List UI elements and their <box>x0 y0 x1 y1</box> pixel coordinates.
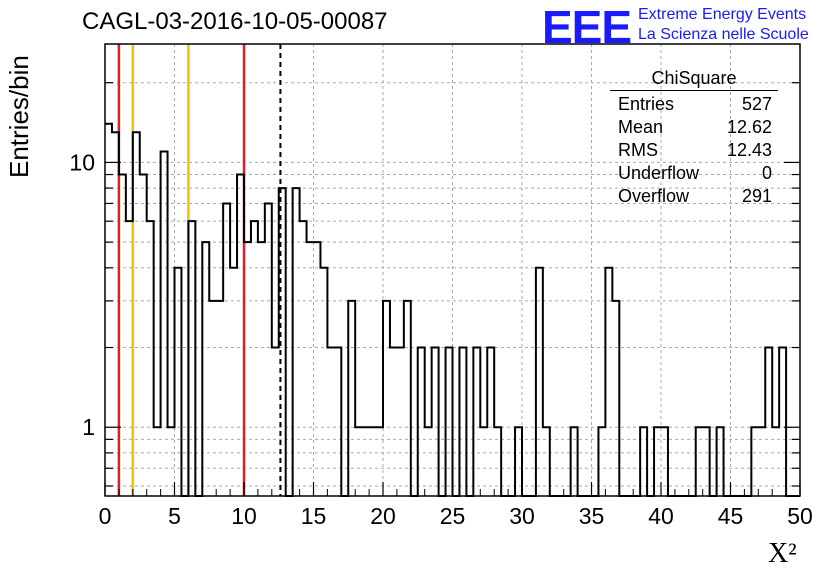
chart-title: CAGL-03-2016-10-05-00087 <box>82 8 388 35</box>
logo-line-2: La Scienza nelle Scuole <box>638 26 809 43</box>
eee-logo: EEE <box>542 1 632 53</box>
stats-label: Overflow <box>618 186 690 206</box>
x-tick-label: 10 <box>231 503 257 529</box>
stats-row-mean: Mean 12.62 <box>610 116 778 139</box>
stats-value: 12.43 <box>726 140 772 160</box>
stats-box-title: ChiSquare <box>610 68 778 91</box>
x-tick-label: 20 <box>370 503 396 529</box>
x-tick-label: 35 <box>579 503 605 529</box>
stats-value: 12.62 <box>726 117 772 137</box>
stats-value: 291 <box>741 186 772 206</box>
x-tick-label: 45 <box>718 503 744 529</box>
stats-label: Mean <box>618 117 664 137</box>
y-axis-label: Entries/bin <box>4 55 34 178</box>
y-tick-label: 1 <box>82 414 95 440</box>
stats-value: 0 <box>761 163 772 183</box>
x-tick-label: 25 <box>440 503 466 529</box>
stats-row-rms: RMS 12.43 <box>610 139 778 162</box>
marker-lines <box>117 44 282 496</box>
y-tick-label: 10 <box>69 149 95 175</box>
stats-box: ChiSquare Entries 527 Mean 12.62 RMS 12.… <box>610 68 778 208</box>
x-tick-label: 50 <box>787 503 813 529</box>
stats-label: Entries <box>618 94 675 114</box>
x-axis-label: X² <box>768 538 797 569</box>
stats-row-overflow: Overflow 291 <box>610 185 778 208</box>
stats-label: RMS <box>618 140 658 160</box>
histogram-step-line <box>105 122 800 497</box>
tick-labels: 0 5 10 15 20 25 30 35 40 45 50 1 10 <box>69 149 812 529</box>
x-tick-label: 5 <box>168 503 181 529</box>
x-tick-label: 15 <box>301 503 327 529</box>
axis-ticks <box>104 82 801 496</box>
stats-row-entries: Entries 527 <box>610 93 778 116</box>
x-tick-label: 40 <box>648 503 674 529</box>
x-tick-label: 0 <box>99 503 112 529</box>
logo-line-1: Extreme Energy Events <box>638 6 807 23</box>
stats-value: 527 <box>741 94 772 114</box>
stats-row-underflow: Underflow 0 <box>610 162 778 185</box>
x-tick-label: 30 <box>509 503 535 529</box>
stats-label: Underflow <box>618 163 700 183</box>
